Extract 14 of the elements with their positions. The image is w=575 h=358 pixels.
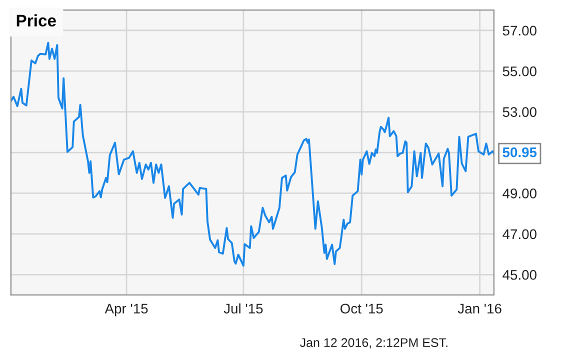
y-tick-label: 55.00 [502, 66, 536, 76]
x-tick-label: Jul '15 [224, 303, 263, 314]
x-tick-label: Jan '16 [458, 304, 502, 314]
text: Jan 12 2016, 2:12PM EST. [300, 338, 448, 349]
chart-title: Price [16, 14, 56, 27]
y-tick-label: 53.00 [502, 107, 536, 117]
x-tick-label: Apr '15 [104, 304, 148, 316]
y-tick-label: 45.00 [502, 270, 536, 280]
y-tick-label: 57.00 [502, 26, 536, 36]
y-tick-label: 47.00 [502, 229, 536, 240]
y-tick-label: 49.00 [502, 188, 536, 198]
line-series [10, 42, 494, 267]
x-tick-label: Oct '15 [340, 304, 383, 314]
annotation: 50.95 [502, 147, 537, 158]
